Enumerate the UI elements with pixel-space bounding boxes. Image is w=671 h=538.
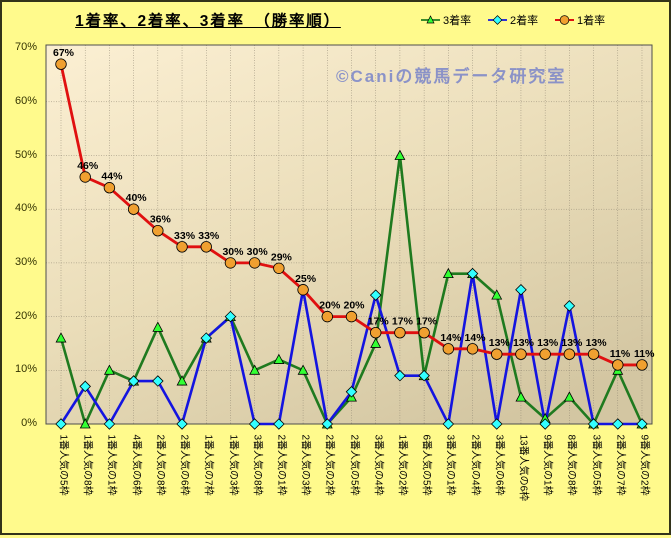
svg-text:14%: 14% [465,332,487,344]
svg-text:44%: 44% [101,171,123,183]
svg-text:11%: 11% [634,348,655,360]
svg-text:17%: 17% [392,316,414,328]
svg-text:13%: 13% [586,337,608,349]
svg-text:46%: 46% [77,160,99,172]
svg-text:14%: 14% [440,332,462,344]
svg-text:25%: 25% [295,273,317,285]
svg-text:13%: 13% [537,337,559,349]
svg-text:17%: 17% [416,316,438,328]
svg-text:13%: 13% [561,337,583,349]
svg-text:33%: 33% [174,230,196,242]
svg-text:20%: 20% [344,300,366,312]
svg-text:30%: 30% [247,246,269,258]
svg-text:11%: 11% [610,348,631,360]
svg-text:36%: 36% [150,214,172,226]
svg-text:20%: 20% [319,300,341,312]
svg-text:67%: 67% [53,47,75,59]
svg-text:13%: 13% [489,337,511,349]
svg-text:13%: 13% [513,337,535,349]
svg-text:40%: 40% [126,192,148,204]
svg-text:17%: 17% [368,316,390,328]
svg-text:33%: 33% [198,230,220,242]
svg-text:30%: 30% [222,246,244,258]
svg-text:29%: 29% [271,251,293,263]
